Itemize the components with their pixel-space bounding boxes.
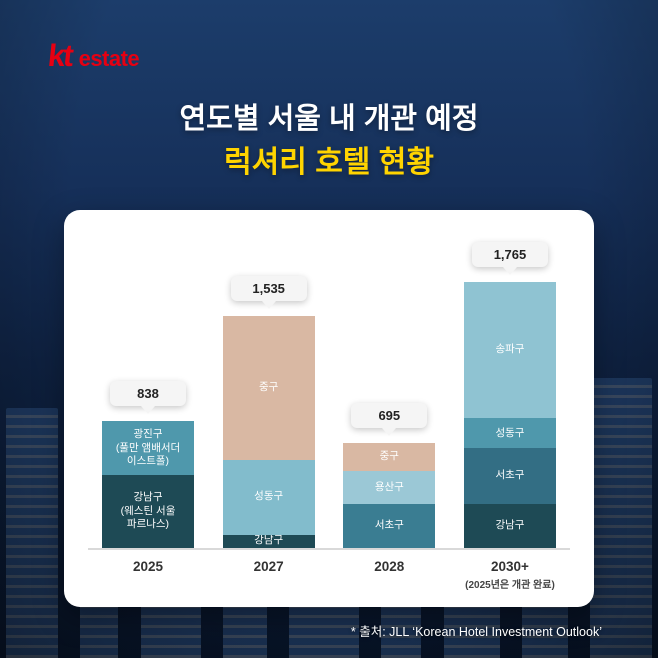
- bar-column: 838 강남구 (웨스틴 서울 파르나스) 광진구 (풀만 앰배서더 이스트폴): [102, 381, 194, 548]
- source-credit: * 출처: JLL ‘Korean Hotel Investment Outlo…: [350, 624, 602, 639]
- stacked-bar: 강남구 서초구 성동구 송파구: [463, 281, 556, 548]
- total-callout: 1,535: [230, 276, 307, 302]
- x-axis-label: 2027: [223, 559, 315, 591]
- bar-segment: 중구: [343, 442, 436, 472]
- title-line-1: 연도별 서울 내 개관 예정: [179, 103, 479, 135]
- bar-segment: 강남구: [463, 504, 556, 548]
- total-callout: 1,765: [471, 241, 548, 267]
- total-callout: 695: [351, 402, 428, 428]
- stacked-bar: 서초구 용산구 중구: [343, 442, 436, 548]
- bar-segment: 광진구 (풀만 앰배서더 이스트폴): [102, 421, 194, 476]
- chart-card: 838 강남구 (웨스틴 서울 파르나스) 광진구 (풀만 앰배서더 이스트폴) 1,…: [64, 209, 594, 607]
- x-axis-label: 2025: [102, 559, 194, 591]
- bar-segment: 강남구 (웨스틴 서울 파르나스): [102, 475, 194, 548]
- x-axis-year: 2030+: [491, 558, 529, 574]
- stacked-bar: 강남구 성동구 중구: [222, 316, 315, 548]
- kt-estate-logo: kt estate: [0, 0, 658, 74]
- bar-segment: 성동구: [222, 459, 315, 535]
- kt-logo-text: kt: [46, 38, 74, 73]
- bar-segment: 성동구: [463, 418, 556, 449]
- chart-plot-area: 838 강남구 (웨스틴 서울 파르나스) 광진구 (풀만 앰배서더 이스트폴) 1,…: [88, 236, 570, 550]
- x-axis-year: 2025: [132, 558, 164, 574]
- x-axis-year: 2027: [253, 558, 284, 574]
- x-axis-note: (2025년은 개관 완료): [465, 579, 555, 591]
- bar-column: 1,765 강남구 서초구 성동구 송파구: [463, 241, 556, 548]
- bar-segment: 중구: [222, 316, 315, 460]
- building-silhouette: [590, 378, 652, 658]
- title-line-2: 럭셔리 호텔 현황: [224, 146, 434, 180]
- bar-segment: 강남구: [222, 534, 315, 548]
- x-axis-label: 2028: [343, 559, 435, 591]
- bar-segment: 용산구: [343, 471, 436, 504]
- stacked-bar: 강남구 (웨스틴 서울 파르나스) 광진구 (풀만 앰배서더 이스트폴): [102, 421, 194, 548]
- bar-segment: 서초구: [463, 448, 556, 505]
- bar-column: 695 서초구 용산구 중구: [343, 402, 436, 548]
- bar-segment: 서초구: [343, 503, 436, 548]
- chart-x-axis-labels: 2025 2027 2028 2030+ (2025년은 개관 완료): [88, 559, 570, 591]
- x-axis-year: 2028: [374, 558, 405, 574]
- page-title: 연도별 서울 내 개관 예정 럭셔리 호텔 현황: [0, 100, 658, 184]
- bar-column: 1,535 강남구 성동구 중구: [222, 276, 315, 548]
- bar-segment: 송파구: [463, 281, 556, 419]
- x-axis-label: 2030+ (2025년은 개관 완료): [464, 559, 556, 591]
- estate-logo-text: estate: [78, 46, 140, 71]
- total-callout: 838: [110, 381, 186, 407]
- building-silhouette: [6, 408, 58, 658]
